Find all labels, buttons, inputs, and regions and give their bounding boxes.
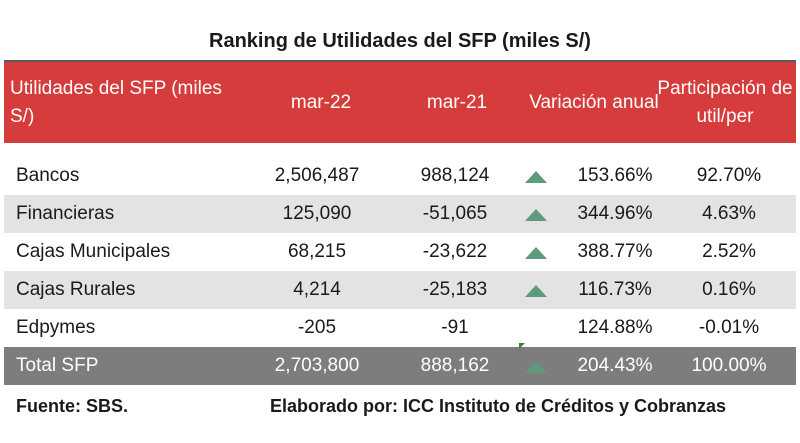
row-participacion: 100.00% (691, 355, 767, 376)
title-divider (4, 60, 796, 62)
row-variacion: 124.88% (577, 317, 653, 338)
row-participacion: -0.01% (698, 317, 760, 338)
up-triangle-icon (521, 347, 549, 385)
table-title: Ranking de Utilidades del SFP (miles S/) (209, 30, 591, 52)
row-variacion: 344.96% (577, 203, 653, 224)
row-mar-22: 125,090 (282, 203, 352, 224)
row-participacion: 92.70% (696, 165, 762, 186)
table-row-bancos: Bancos 2,506,487 988,124 153.66% 92.70% (4, 157, 796, 195)
header-utilidades: Utilidades del SFP (miles S/) (10, 77, 222, 127)
header-variacion-anual: Variación anual (529, 91, 659, 113)
row-name: Total SFP (16, 355, 99, 376)
table-header: Utilidades del SFP (miles S/) mar-22 mar… (4, 62, 796, 143)
row-mar-21: -51,065 (422, 203, 488, 224)
row-name: Bancos (16, 165, 80, 186)
row-mar-22: 68,215 (287, 241, 347, 262)
row-mar-21: -23,622 (422, 241, 488, 262)
up-triangle-icon (521, 271, 549, 309)
header-participacion: Participación de util/per (657, 77, 793, 127)
header-mar-22: mar-22 (290, 91, 352, 113)
table-row-financieras: Financieras 125,090 -51,065 344.96% 4.63… (4, 195, 796, 233)
row-name: Financieras (16, 203, 115, 224)
table-row-cajas-rurales: Cajas Rurales 4,214 -25,183 116.73% 0.16… (4, 271, 796, 309)
table-row-cajas-municipales: Cajas Municipales 68,215 -23,622 388.77%… (4, 233, 796, 271)
row-variacion: 388.77% (577, 241, 653, 262)
row-variacion: 204.43% (577, 355, 653, 376)
row-mar-21: 888,162 (420, 355, 490, 376)
table-row-edpymes: Edpymes -205 -91 124.88% -0.01% (4, 309, 796, 347)
up-triangle-icon (521, 233, 549, 271)
row-mar-22: 4,214 (293, 279, 341, 300)
row-mar-22: 2,506,487 (274, 165, 360, 186)
table-row-total-sfp: Total SFP 2,703,800 888,162 204.43% 100.… (4, 347, 796, 385)
up-triangle-icon (521, 157, 549, 195)
row-mar-21: 988,124 (420, 165, 490, 186)
row-variacion: 153.66% (577, 165, 653, 186)
footer-source: Fuente: SBS. (16, 396, 129, 416)
row-mar-22: -205 (297, 317, 337, 338)
row-name: Edpymes (16, 317, 96, 338)
row-mar-21: -91 (441, 317, 469, 338)
row-name: Cajas Rurales (16, 279, 136, 300)
row-variacion: 116.73% (578, 279, 652, 300)
row-name: Cajas Municipales (16, 241, 171, 262)
row-mar-22: 2,703,800 (274, 355, 360, 376)
header-mar-21: mar-21 (426, 91, 488, 113)
row-mar-21: -25,183 (422, 279, 488, 300)
row-participacion: 0.16% (702, 279, 756, 300)
cell-corner-marker (519, 343, 525, 349)
footer-credit: Elaborado por: ICC Instituto de Créditos… (270, 396, 727, 416)
row-participacion: 4.63% (702, 203, 756, 224)
up-triangle-icon (521, 195, 549, 233)
row-participacion: 2.52% (702, 241, 756, 262)
